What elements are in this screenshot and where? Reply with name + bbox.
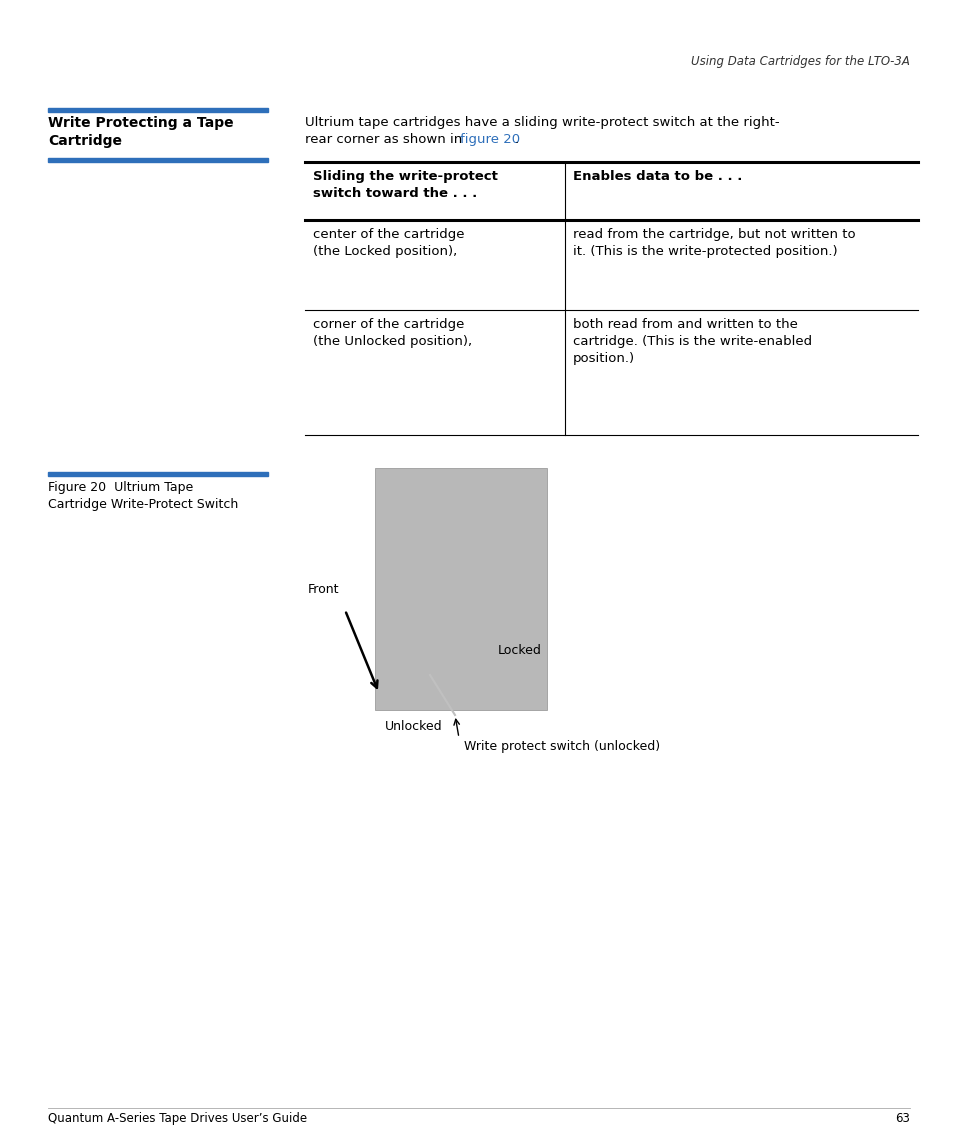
Text: Figure 20  Ultrium Tape: Figure 20 Ultrium Tape [48, 481, 193, 493]
Text: read from the cartridge, but not written to
it. (This is the write-protected pos: read from the cartridge, but not written… [573, 228, 855, 258]
Text: Locked: Locked [497, 643, 541, 656]
Text: .: . [515, 133, 518, 147]
Bar [375, 468, 546, 710]
Text: Ultrium tape cartridges have a sliding write-protect switch at the right-: Ultrium tape cartridges have a sliding w… [305, 116, 779, 129]
Text: Cartridge: Cartridge [48, 134, 122, 148]
Text: 63: 63 [894, 1112, 909, 1126]
Text: Quantum A-Series Tape Drives User’s Guide: Quantum A-Series Tape Drives User’s Guid… [48, 1112, 307, 1126]
Text: Front: Front [308, 583, 339, 597]
Text: Using Data Cartridges for the LTO-3A: Using Data Cartridges for the LTO-3A [690, 55, 909, 69]
Bar [48, 108, 268, 112]
Text: Unlocked: Unlocked [385, 720, 442, 733]
Bar [48, 158, 268, 161]
Bar [48, 472, 268, 476]
Text: both read from and written to the
cartridge. (This is the write-enabled
position: both read from and written to the cartri… [573, 318, 811, 365]
Text: center of the cartridge
(the Locked position),: center of the cartridge (the Locked posi… [313, 228, 464, 258]
Text: Cartridge Write-Protect Switch: Cartridge Write-Protect Switch [48, 498, 238, 511]
Text: corner of the cartridge
(the Unlocked position),: corner of the cartridge (the Unlocked po… [313, 318, 472, 348]
Text: figure 20: figure 20 [459, 133, 519, 147]
Text: Sliding the write-protect
switch toward the . . .: Sliding the write-protect switch toward … [313, 169, 497, 200]
Text: rear corner as shown in: rear corner as shown in [305, 133, 466, 147]
Text: Write protect switch (unlocked): Write protect switch (unlocked) [463, 740, 659, 753]
Text: Enables data to be . . .: Enables data to be . . . [573, 169, 741, 183]
Text: Write Protecting a Tape: Write Protecting a Tape [48, 116, 233, 131]
